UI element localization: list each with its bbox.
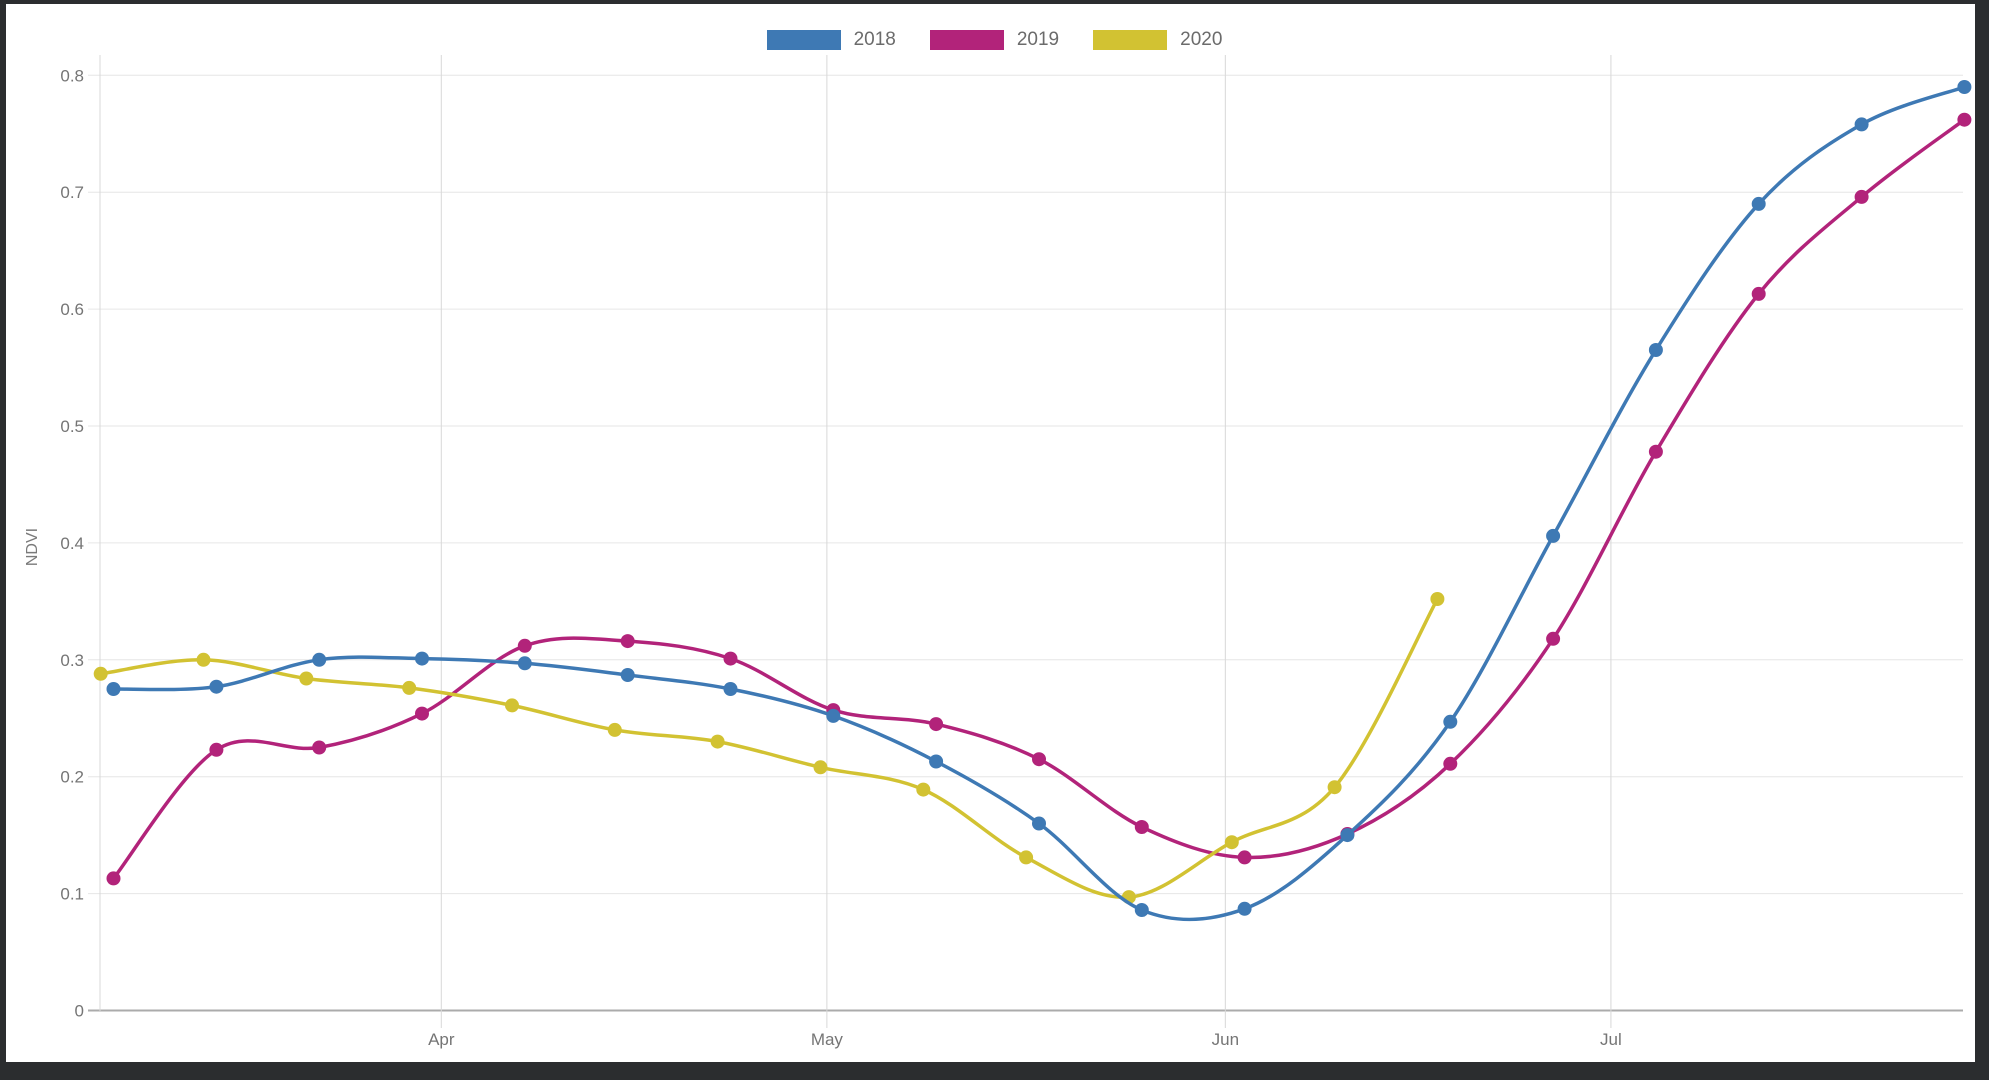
data-point-2019-jun-2[interactable] bbox=[1237, 850, 1252, 865]
data-point-2019-apr-7[interactable] bbox=[517, 638, 532, 653]
data-point-2018-may-1[interactable] bbox=[826, 708, 841, 723]
legend-item-2019[interactable]: 2019 bbox=[929, 29, 1060, 50]
data-point-2018-jun-10[interactable] bbox=[1340, 828, 1355, 843]
data-point-2020-mar-29[interactable] bbox=[402, 680, 417, 695]
data-point-2019-may-17[interactable] bbox=[1032, 752, 1046, 767]
x-tick-label: Apr bbox=[428, 1030, 455, 1049]
data-point-2018-may-9[interactable] bbox=[929, 754, 944, 769]
legend-swatch-2018 bbox=[766, 30, 841, 50]
data-point-2020-mar-5[interactable] bbox=[93, 666, 108, 681]
data-point-2018-apr-7[interactable] bbox=[517, 656, 532, 671]
data-point-2019-mar-14[interactable] bbox=[209, 742, 224, 757]
data-point-2018-jul-12[interactable] bbox=[1751, 196, 1766, 211]
data-point-2019-may-25[interactable] bbox=[1134, 820, 1149, 834]
legend-label: 2020 bbox=[1180, 29, 1223, 50]
y-tick-label: 0 bbox=[75, 1002, 84, 1021]
y-axis-title: NDVI bbox=[24, 527, 41, 567]
x-tick-label: May bbox=[811, 1030, 844, 1049]
y-tick-label: 0.5 bbox=[60, 417, 84, 436]
legend: 2018 2019 2020 bbox=[0, 30, 1989, 50]
series-2020 bbox=[93, 592, 1445, 905]
data-point-2019-apr-15[interactable] bbox=[620, 634, 635, 649]
data-point-2018-mar-30[interactable] bbox=[415, 651, 429, 666]
chart-background bbox=[6, 4, 1975, 1062]
data-point-2018-mar-22[interactable] bbox=[312, 652, 327, 667]
series-line-2018 bbox=[111, 85, 1967, 922]
data-point-2020-mar-21[interactable] bbox=[299, 671, 314, 686]
legend-item-2020[interactable]: 2020 bbox=[1093, 30, 1222, 50]
data-point-2018-may-17[interactable] bbox=[1032, 816, 1046, 831]
data-point-2018-apr-23[interactable] bbox=[723, 682, 738, 696]
x-tick-label: Jun bbox=[1212, 1030, 1239, 1049]
data-point-2020-may-16[interactable] bbox=[1019, 850, 1034, 865]
gridlines bbox=[88, 55, 1963, 1028]
data-point-2020-apr-6[interactable] bbox=[505, 698, 519, 713]
series-2019 bbox=[106, 112, 1972, 886]
data-point-2020-may-8[interactable] bbox=[916, 782, 931, 797]
data-point-2019-jul-20[interactable] bbox=[1854, 189, 1869, 204]
legend-item-2018[interactable]: 2018 bbox=[766, 29, 896, 50]
data-point-2018-jun-2[interactable] bbox=[1237, 901, 1252, 916]
data-point-2019-jul-4[interactable] bbox=[1648, 444, 1663, 459]
y-tick-label: 0.4 bbox=[60, 534, 84, 553]
data-point-2019-mar-30[interactable] bbox=[415, 706, 429, 721]
data-point-2019-jul-28[interactable] bbox=[1957, 112, 1972, 127]
data-point-2020-apr-14[interactable] bbox=[607, 722, 622, 737]
y-tick-label: 0.7 bbox=[60, 183, 84, 202]
series-2018 bbox=[106, 80, 1972, 922]
data-point-2020-jun-1[interactable] bbox=[1224, 835, 1239, 850]
data-point-2018-mar-6[interactable] bbox=[106, 682, 121, 696]
data-point-2018-jun-26[interactable] bbox=[1546, 528, 1561, 543]
data-point-2019-jun-18[interactable] bbox=[1443, 756, 1458, 771]
y-tick-label: 0.3 bbox=[60, 651, 84, 670]
x-tick-label: Jul bbox=[1600, 1030, 1622, 1049]
data-point-2019-apr-23[interactable] bbox=[723, 651, 738, 666]
data-point-2020-jun-17[interactable] bbox=[1430, 592, 1445, 606]
data-point-2019-may-9[interactable] bbox=[929, 717, 944, 732]
data-point-2019-jun-26[interactable] bbox=[1546, 631, 1561, 646]
y-tick-label: 0.8 bbox=[60, 66, 84, 85]
data-point-2019-mar-6[interactable] bbox=[106, 871, 121, 886]
data-point-2020-apr-22[interactable] bbox=[710, 734, 725, 749]
data-point-2020-apr-30[interactable] bbox=[813, 760, 828, 775]
data-point-2018-mar-14[interactable] bbox=[209, 679, 224, 694]
y-tick-label: 0.1 bbox=[60, 885, 84, 904]
y-tick-label: 0.6 bbox=[60, 300, 84, 319]
legend-swatch-2019 bbox=[929, 30, 1004, 50]
data-point-2019-jul-12[interactable] bbox=[1751, 286, 1766, 301]
data-point-2018-jul-4[interactable] bbox=[1648, 343, 1663, 357]
data-point-2018-apr-15[interactable] bbox=[620, 668, 635, 682]
data-point-2020-jun-9[interactable] bbox=[1327, 780, 1342, 795]
data-point-2020-mar-13[interactable] bbox=[196, 652, 211, 667]
data-point-2018-jul-28[interactable] bbox=[1957, 80, 1972, 94]
legend-label: 2018 bbox=[853, 29, 896, 50]
data-point-2018-jul-20[interactable] bbox=[1854, 117, 1869, 132]
legend-label: 2019 bbox=[1016, 29, 1060, 50]
y-tick-label: 0.2 bbox=[60, 768, 84, 787]
data-point-2018-jun-18[interactable] bbox=[1443, 714, 1458, 729]
legend-swatch-2020 bbox=[1093, 30, 1168, 50]
data-point-2019-mar-22[interactable] bbox=[312, 740, 327, 755]
data-point-2018-may-25[interactable] bbox=[1134, 903, 1149, 917]
